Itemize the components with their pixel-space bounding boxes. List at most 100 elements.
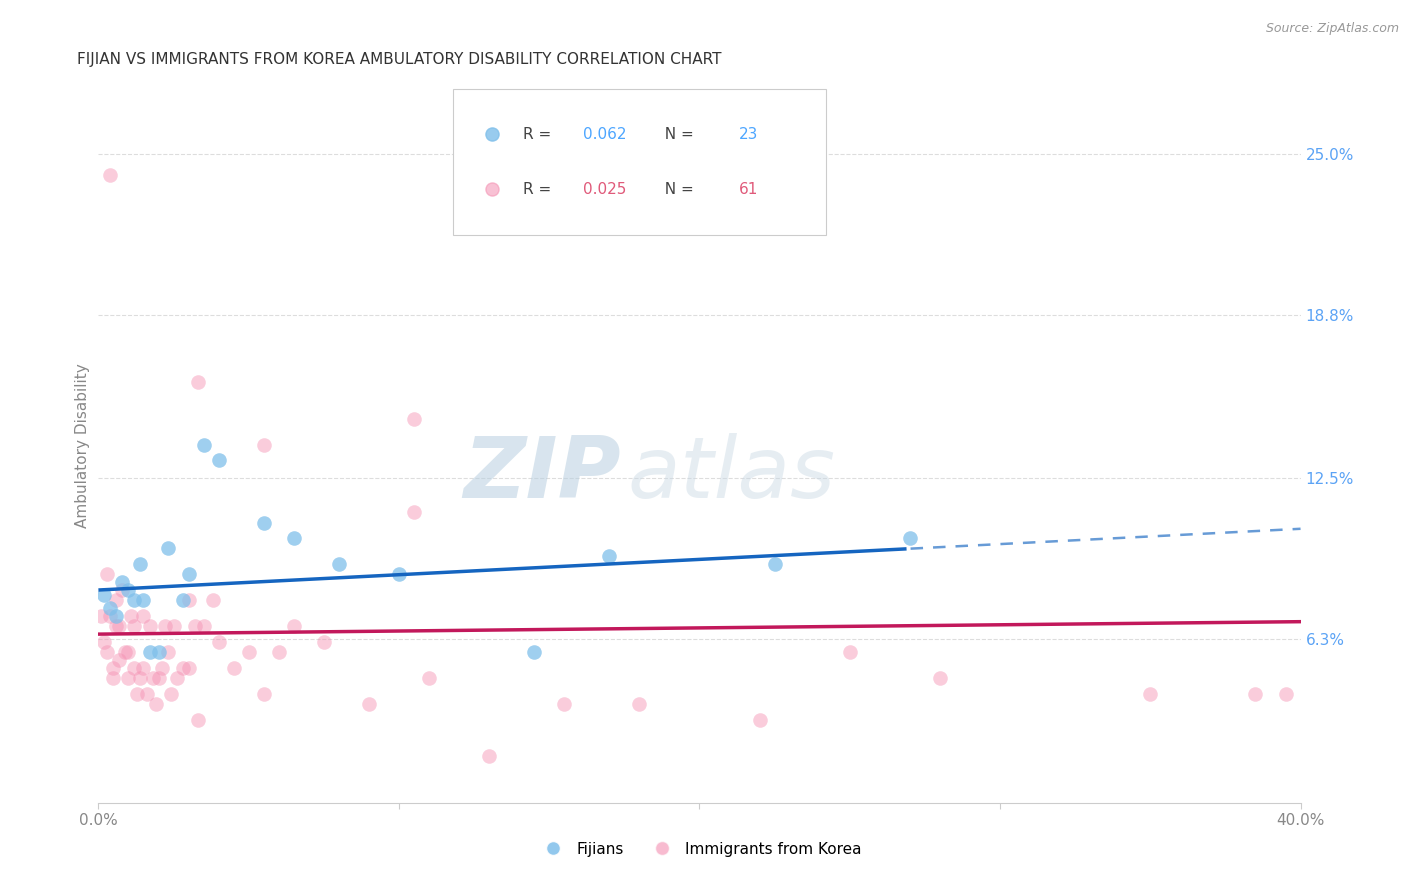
Text: ZIP: ZIP (464, 433, 621, 516)
Point (111, 582, 134, 597)
Point (1274, 687, 1296, 701)
Point (172, 661, 194, 675)
Point (253, 687, 276, 701)
Point (111, 575, 134, 590)
Text: N =: N = (655, 127, 699, 142)
Point (283, 531, 305, 545)
Point (90, 609, 112, 624)
Point (132, 593, 155, 607)
Point (628, 697, 651, 711)
Point (748, 713, 770, 727)
Point (96, 567, 118, 582)
Point (97, 772, 120, 786)
Point (1244, 687, 1267, 701)
Point (898, 531, 921, 545)
Point (1139, 687, 1161, 701)
Point (96, 645, 118, 659)
Text: Source: ZipAtlas.com: Source: ZipAtlas.com (1265, 22, 1399, 36)
Point (193, 438, 215, 452)
Point (100, 609, 122, 624)
Text: N =: N = (655, 182, 699, 196)
Legend: Fijians, Immigrants from Korea: Fijians, Immigrants from Korea (531, 836, 868, 863)
Point (253, 438, 276, 452)
Point (929, 671, 952, 685)
Point (388, 567, 411, 582)
Text: 0.025: 0.025 (583, 182, 626, 196)
Point (108, 619, 131, 633)
Point (478, 749, 501, 764)
Point (121, 609, 143, 624)
Point (129, 671, 152, 685)
Point (172, 593, 194, 607)
Point (117, 645, 139, 659)
Point (357, 697, 380, 711)
Point (312, 635, 335, 649)
Point (117, 671, 139, 685)
Point (328, 557, 350, 571)
Point (103, 661, 125, 675)
Text: 0.062: 0.062 (583, 127, 627, 142)
Text: 61: 61 (740, 182, 758, 196)
Y-axis label: Ambulatory Disability: Ambulatory Disability (75, 364, 90, 528)
Point (153, 619, 176, 633)
Text: R =: R = (523, 182, 555, 196)
Point (103, 671, 125, 685)
Point (838, 645, 860, 659)
Point (124, 619, 146, 633)
FancyBboxPatch shape (453, 89, 825, 235)
Point (177, 567, 200, 582)
Point (117, 582, 139, 597)
Point (135, 687, 157, 701)
Point (183, 619, 205, 633)
Point (238, 645, 260, 659)
Point (166, 671, 188, 685)
Point (132, 661, 155, 675)
Text: FIJIAN VS IMMIGRANTS FROM KOREA AMBULATORY DISABILITY CORRELATION CHART: FIJIAN VS IMMIGRANTS FROM KOREA AMBULATO… (77, 52, 721, 67)
Point (159, 687, 181, 701)
Point (148, 671, 170, 685)
Point (763, 557, 786, 571)
Point (100, 601, 122, 615)
Point (105, 593, 128, 607)
Point (553, 697, 575, 711)
Point (402, 505, 425, 519)
Point (402, 411, 425, 425)
Point (187, 713, 209, 727)
Point (208, 453, 231, 467)
Point (97, 773, 120, 788)
Point (418, 671, 440, 685)
Point (124, 593, 146, 607)
Point (129, 557, 152, 571)
Point (114, 645, 136, 659)
Point (141, 671, 163, 685)
Point (148, 645, 170, 659)
Point (253, 516, 276, 530)
Point (93, 635, 115, 649)
Point (208, 635, 231, 649)
Point (598, 549, 620, 564)
Point (177, 593, 200, 607)
Point (100, 168, 122, 182)
Point (150, 661, 173, 675)
Point (193, 619, 215, 633)
Point (162, 619, 184, 633)
Point (108, 653, 131, 667)
Point (187, 376, 209, 390)
Point (523, 645, 546, 659)
Point (105, 609, 128, 624)
Point (177, 661, 200, 675)
Point (138, 645, 160, 659)
Point (105, 619, 128, 633)
Point (156, 645, 179, 659)
Text: R =: R = (523, 127, 555, 142)
Point (93, 588, 115, 602)
Point (201, 593, 224, 607)
Point (127, 687, 149, 701)
Text: 23: 23 (740, 127, 758, 142)
Text: atlas: atlas (627, 433, 835, 516)
Point (222, 661, 245, 675)
Point (267, 645, 290, 659)
Point (283, 619, 305, 633)
Point (145, 697, 167, 711)
Point (132, 609, 155, 624)
